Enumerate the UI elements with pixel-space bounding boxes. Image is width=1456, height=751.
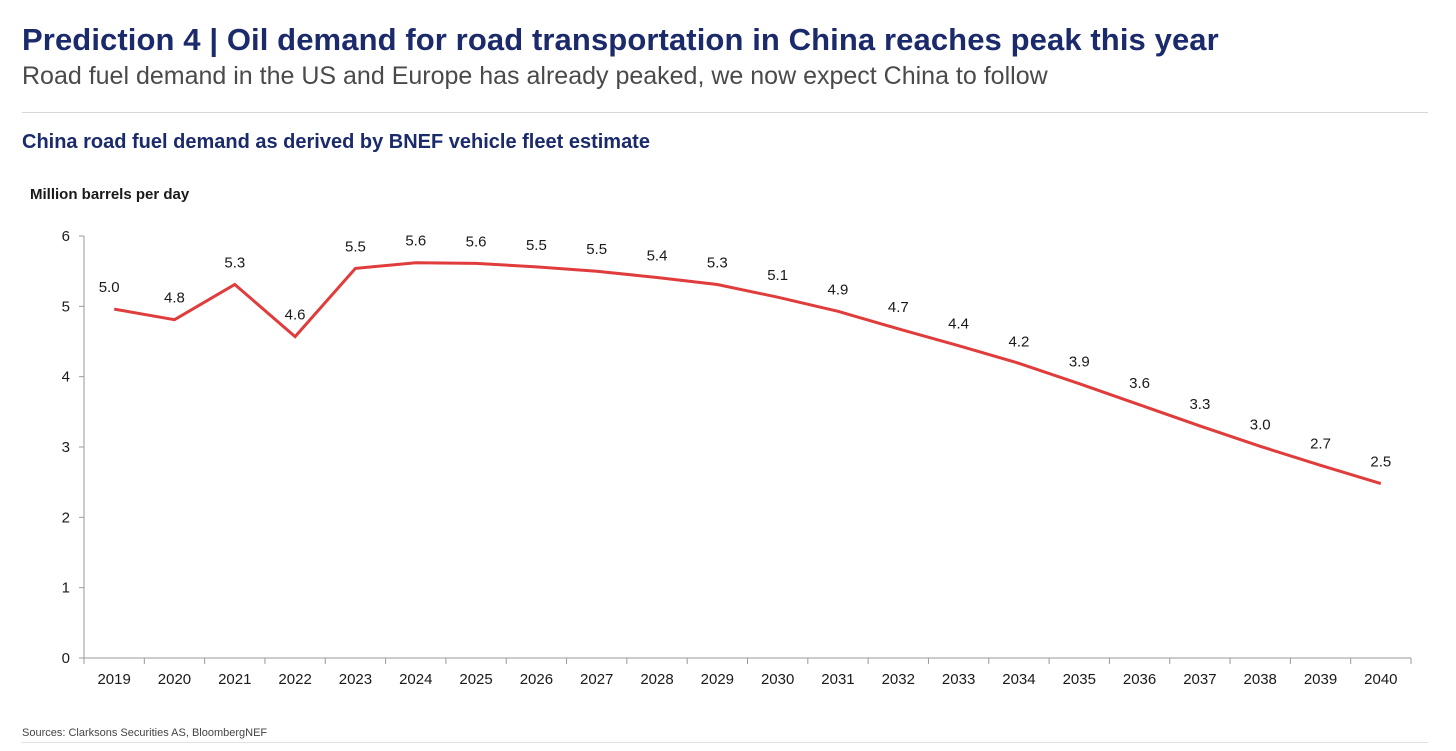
y-tick-label: 1 [62,580,70,597]
data-label: 4.2 [1009,333,1030,350]
data-label: 3.9 [1069,354,1090,371]
data-label: 3.0 [1250,416,1271,433]
x-tick-label: 2023 [339,671,372,688]
data-label: 5.6 [405,233,426,250]
y-axis-unit-label: Million barrels per day [30,186,190,203]
x-tick-label: 2030 [761,671,794,688]
x-tick-label: 2024 [399,671,432,688]
data-label: 5.4 [647,247,668,264]
y-tick-label: 6 [62,228,70,245]
series-line [113,261,1382,486]
data-label: 4.4 [948,316,969,333]
x-tick-label: 2032 [882,671,915,688]
y-tick-label: 5 [62,298,70,315]
data-label: 5.3 [707,255,728,272]
y-tick-label: 4 [62,369,70,386]
data-label: 4.6 [285,307,306,324]
data-label: 5.5 [526,237,547,254]
x-tick-label: 2019 [97,671,130,688]
y-tick-label: 2 [62,509,70,526]
source-note: Sources: Clarksons Securities AS, Bloomb… [22,727,268,739]
data-label: 3.3 [1189,396,1210,413]
page-title: Prediction 4 | Oil demand for road trans… [22,22,1219,57]
x-tick-label: 2025 [459,671,492,688]
x-tick-label: 2036 [1123,671,1156,688]
y-tick-label: 3 [62,439,70,456]
x-tick-label: 2039 [1304,671,1337,688]
x-tick-label: 2037 [1183,671,1216,688]
x-tick-label: 2031 [821,671,854,688]
data-label: 5.3 [224,255,245,272]
data-label: 5.5 [586,241,607,258]
chart-data-labels: 5.0 4.8 5.3 4.6 5.5 5.6 5.6 5.5 5.5 5.4 5.3 5.1 4.9 4… [99,233,1392,471]
x-tick-label: 2026 [520,671,553,688]
x-tick-label: 2034 [1002,671,1035,688]
chart-series [113,261,1382,486]
data-label: 2.7 [1310,435,1331,452]
data-label: 2.5 [1370,454,1391,471]
data-label: 3.6 [1129,375,1150,392]
x-tick-label: 2035 [1063,671,1096,688]
data-label: 5.0 [99,279,120,296]
chart-axes: 0 1 2 3 4 5 6 2019 2020 2021 2022 2023 2024 2025 2026 2… [62,228,1412,688]
x-tick-label: 2033 [942,671,975,688]
y-tick-label: 0 [62,650,70,667]
x-tick-label: 2028 [640,671,673,688]
page-subtitle: Road fuel demand in the US and Europe ha… [22,62,1048,90]
x-tick-label: 2027 [580,671,613,688]
data-label: 4.9 [828,281,849,298]
data-label: 5.5 [345,238,366,255]
data-label: 4.7 [888,299,909,316]
data-label: 4.8 [164,290,185,307]
x-tick-label: 2029 [701,671,734,688]
chart-title: China road fuel demand as derived by BNE… [22,131,650,153]
header-divider [22,112,1428,113]
x-tick-label: 2022 [278,671,311,688]
x-tick-label: 2020 [158,671,191,688]
x-tick-label: 2038 [1244,671,1277,688]
data-label: 5.6 [466,233,487,250]
x-tick-label: 2021 [218,671,251,688]
data-label: 5.1 [767,267,788,284]
footer-divider [22,742,1428,743]
x-tick-label: 2040 [1364,671,1397,688]
